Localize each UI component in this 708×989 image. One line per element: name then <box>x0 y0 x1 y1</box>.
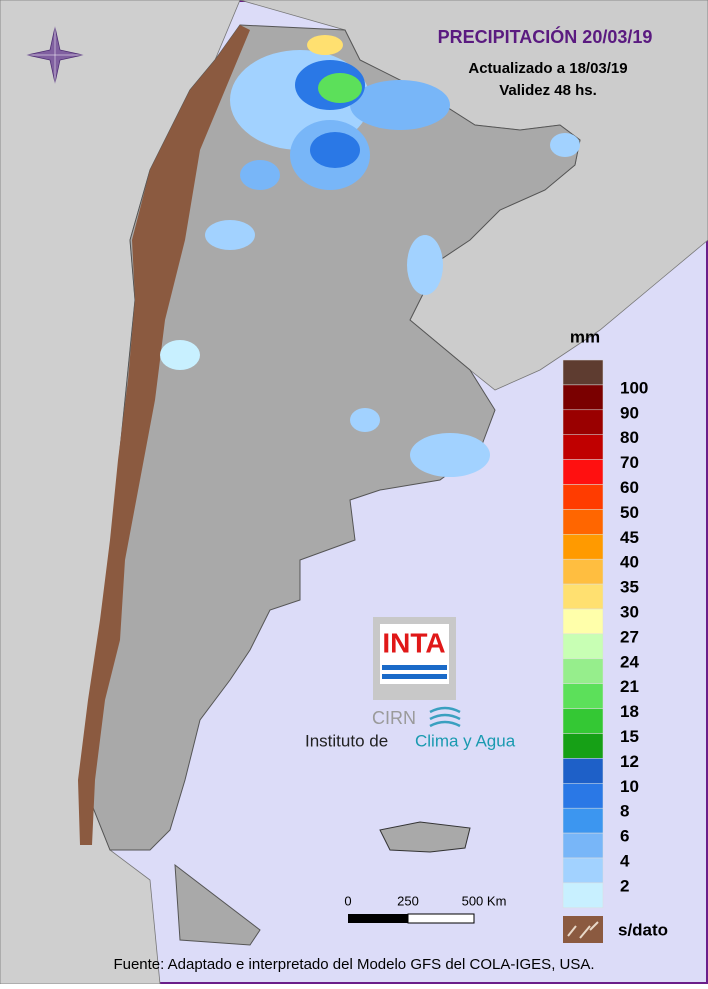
legend-swatch <box>562 409 604 435</box>
legend-swatch <box>562 857 604 884</box>
legend-label: 35 <box>620 578 639 597</box>
legend-swatch <box>562 733 604 759</box>
scale-label: 0 <box>344 893 351 908</box>
legend-label: 24 <box>620 652 639 671</box>
legend-swatch <box>562 658 604 684</box>
scale-bar-white <box>407 913 475 924</box>
legend-label: 12 <box>620 752 639 771</box>
logo-cirn: CIRN <box>372 708 416 728</box>
scale-bar-black <box>348 914 408 923</box>
legend-swatch <box>562 608 604 635</box>
legend-unit: mm <box>570 327 600 346</box>
legend-label: 10 <box>620 777 639 796</box>
legend-label: 4 <box>620 851 630 870</box>
legend-swatch <box>562 534 604 560</box>
legend-label: 30 <box>620 602 639 621</box>
legend-label: 8 <box>620 802 629 821</box>
legend-swatch <box>562 783 604 809</box>
updated: Actualizado a 18/03/19 <box>468 60 627 77</box>
legend-label: 60 <box>620 478 639 497</box>
legend-label: 15 <box>620 727 639 746</box>
logo-inta: INTA <box>382 627 445 658</box>
legend-swatch <box>562 708 604 734</box>
scale-label: 250 <box>397 893 419 908</box>
source: Fuente: Adaptado e interpretado del Mode… <box>113 956 594 973</box>
legend-swatch <box>562 633 604 660</box>
logo-institute-name: Clima y Agua <box>415 731 516 750</box>
legend-label: 27 <box>620 627 639 646</box>
legend-swatch <box>562 882 604 909</box>
legend-label: 80 <box>620 428 639 447</box>
legend-label: 45 <box>620 528 639 547</box>
legend-swatch <box>562 459 604 485</box>
legend-swatch <box>562 359 604 386</box>
legend-label: 40 <box>620 553 639 572</box>
legend-label: 21 <box>620 677 639 696</box>
legend-swatch <box>562 758 604 784</box>
legend-swatch <box>562 509 604 535</box>
legend-label: 100 <box>620 378 648 397</box>
logo-waves <box>429 706 461 728</box>
no-data-label: s/dato <box>618 920 668 939</box>
validity: Validez 48 hs. <box>499 82 597 99</box>
legend-label: 6 <box>620 827 629 846</box>
compass-rose <box>26 26 84 84</box>
malvinas <box>379 821 471 853</box>
legend-label: 90 <box>620 403 639 422</box>
legend-swatch <box>562 807 604 834</box>
legend-label: 70 <box>620 453 639 472</box>
legend-swatch <box>562 384 604 411</box>
scale-label: 500 Km <box>462 893 507 908</box>
legend-label: 18 <box>620 702 639 721</box>
legend-swatch <box>562 683 604 709</box>
legend-swatch <box>562 832 604 859</box>
no-data-swatch <box>563 916 603 943</box>
legend-swatch <box>562 484 604 510</box>
logo-stripe <box>382 674 447 679</box>
tierra-del-fuego <box>174 863 261 946</box>
title: PRECIPITACIÓN 20/03/19 <box>438 26 653 47</box>
legend-label: 50 <box>620 503 639 522</box>
no-data-area <box>78 25 250 845</box>
legend-swatch <box>562 434 604 460</box>
precipitation <box>160 35 580 477</box>
logo-institute: Instituto de <box>305 731 388 750</box>
legend-label: 2 <box>620 876 629 895</box>
logo-stripe <box>382 665 447 670</box>
legend-swatch <box>562 583 604 610</box>
no-data-pattern <box>567 921 599 939</box>
legend-swatch <box>562 558 604 585</box>
